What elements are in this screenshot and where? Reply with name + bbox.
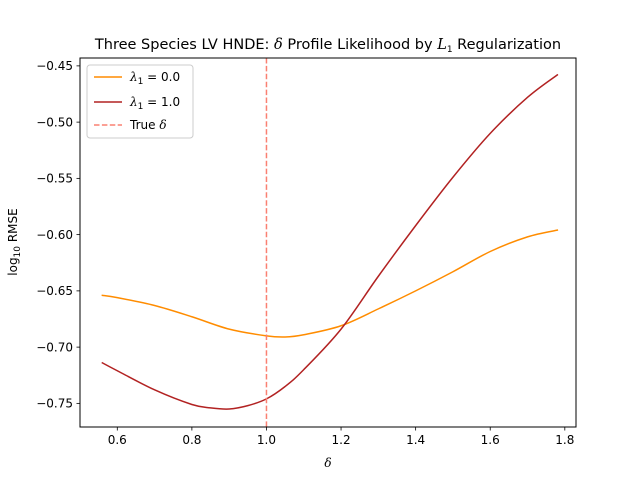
- axes-frame: [79, 57, 577, 428]
- x-tick-label: 1.2: [332, 433, 351, 447]
- x-tick-label: 1.6: [481, 433, 500, 447]
- y-tick-label: −0.60: [36, 228, 73, 242]
- series-layer: [101, 58, 559, 427]
- y-axis-ticks: −0.75 −0.70 −0.65 −0.60 −0.55 −0.50 −0.45: [36, 59, 80, 411]
- x-axis-label: δ: [324, 456, 331, 470]
- x-tick-label: 1.0: [257, 433, 276, 447]
- legend: λ1 = 0.0 λ1 = 1.0 True δ: [86, 64, 194, 139]
- series-line-0: [101, 229, 559, 338]
- chart-title: Three Species LV HNDE: δ Profile Likelih…: [94, 37, 561, 55]
- x-tick-label: 1.4: [406, 433, 425, 447]
- y-tick-label: −0.65: [36, 284, 73, 298]
- x-axis-ticks: 0.6 0.8 1.0 1.2 1.4 1.6 1.8: [108, 427, 574, 447]
- x-tick-label: 0.8: [182, 433, 201, 447]
- y-tick-label: −0.45: [36, 59, 73, 73]
- x-tick-label: 0.6: [108, 433, 127, 447]
- legend-label-lambda-1: λ1 = 1.0: [129, 95, 180, 112]
- x-tick-label: 1.8: [555, 433, 574, 447]
- y-tick-label: −0.55: [36, 172, 73, 186]
- y-tick-label: −0.70: [36, 340, 73, 354]
- y-axis-label: log10 RMSE: [6, 208, 23, 275]
- y-tick-label: −0.50: [36, 115, 73, 129]
- legend-box: [86, 64, 194, 139]
- legend-label-lambda-0: λ1 = 0.0: [129, 70, 180, 87]
- series-line-1: [101, 73, 559, 410]
- legend-label-true-delta: True δ: [129, 118, 167, 132]
- y-tick-label: −0.75: [36, 397, 73, 411]
